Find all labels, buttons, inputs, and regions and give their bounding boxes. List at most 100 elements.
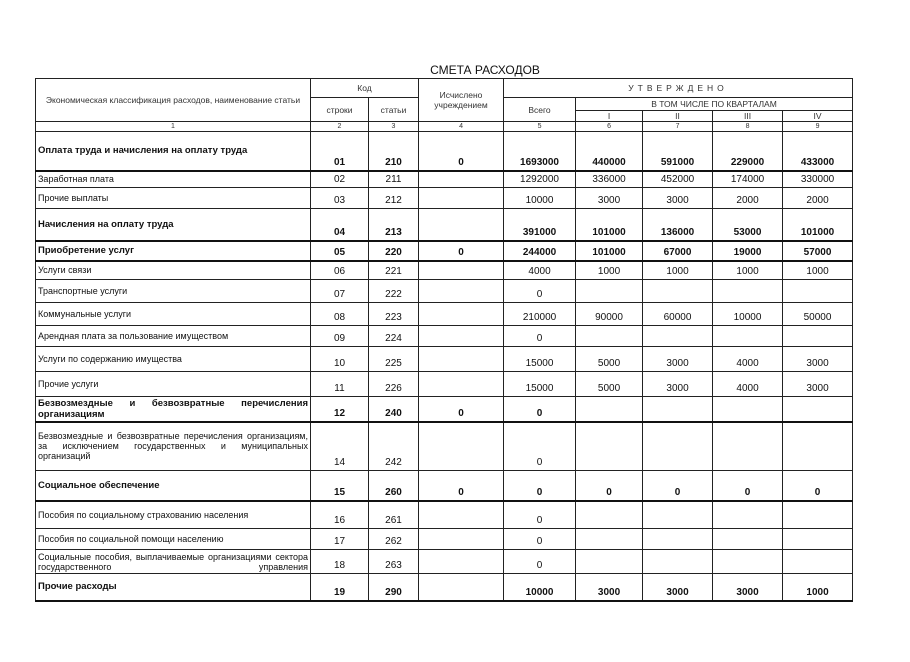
row-article-code: 223 (367, 302, 420, 326)
row-q2: 136000 (642, 208, 714, 242)
row-q1: 336000 (575, 170, 644, 188)
row-q3 (712, 421, 784, 471)
table-row: Безвозмездные и безвозвратные перечислен… (35, 396, 854, 423)
row-q2 (642, 325, 714, 347)
column-number: 6 (575, 121, 644, 132)
table-row: Приобретение услуг 05 220 0 244000 101000 6700… (35, 240, 854, 262)
row-name: Безвозмездные и безвозвратные перечислен… (35, 396, 311, 423)
row-name: Приобретение услуг (35, 240, 311, 262)
table-row: Услуги по содержанию имущества 10 225 15000… (35, 346, 854, 372)
row-article-code: 260 (367, 470, 420, 502)
row-total: 0 (503, 396, 577, 423)
row-q3: 1000 (712, 260, 784, 280)
table-row: Пособия по социальному страхованию насел… (35, 500, 854, 529)
row-line-code: 14 (310, 421, 369, 471)
row-total: 0 (503, 500, 577, 529)
row-calculated (418, 421, 505, 471)
row-q1: 1000 (575, 260, 644, 280)
header-total: Всего (503, 97, 577, 122)
row-q3 (712, 549, 784, 574)
row-article-code: 240 (367, 396, 420, 423)
row-total: 1693000 (503, 131, 577, 172)
row-q3: 10000 (712, 302, 784, 326)
row-line-code: 01 (310, 131, 369, 172)
row-calculated (418, 279, 505, 303)
row-name: Социальное обеспечение (35, 470, 311, 502)
row-q3 (712, 396, 784, 423)
expense-estimate-table: Экономическая классификация расходов, на… (35, 78, 854, 602)
row-article-code: 213 (367, 208, 420, 242)
row-total: 15000 (503, 371, 577, 397)
column-number: 8 (712, 121, 784, 132)
row-total: 0 (503, 279, 577, 303)
row-line-code: 09 (310, 325, 369, 347)
row-q2 (642, 528, 714, 550)
row-article-code: 242 (367, 421, 420, 471)
row-calculated (418, 528, 505, 550)
row-total: 0 (503, 549, 577, 574)
header-article: статьи (367, 97, 420, 122)
row-q2: 3000 (642, 346, 714, 372)
row-q2 (642, 396, 714, 423)
row-article-code: 224 (367, 325, 420, 347)
row-calculated: 0 (418, 131, 505, 172)
row-line-code: 11 (310, 371, 369, 397)
row-q1 (575, 500, 644, 529)
row-total: 244000 (503, 240, 577, 262)
row-q4: 3000 (782, 371, 854, 397)
header-row-code: строки (310, 97, 369, 122)
row-q4: 50000 (782, 302, 854, 326)
row-name: Пособия по социальной помощи населению (35, 528, 311, 550)
row-q3: 19000 (712, 240, 784, 262)
row-article-code: 263 (367, 549, 420, 574)
row-total: 10000 (503, 187, 577, 209)
row-line-code: 06 (310, 260, 369, 280)
row-line-code: 17 (310, 528, 369, 550)
row-article-code: 221 (367, 260, 420, 280)
row-name: Пособия по социальному страхованию насел… (35, 500, 311, 529)
row-total: 210000 (503, 302, 577, 326)
row-q1: 5000 (575, 346, 644, 372)
column-number: 4 (418, 121, 505, 132)
row-article-code: 210 (367, 131, 420, 172)
row-q4: 2000 (782, 187, 854, 209)
row-q2 (642, 421, 714, 471)
row-q4: 3000 (782, 346, 854, 372)
row-line-code: 04 (310, 208, 369, 242)
row-q4: 1000 (782, 260, 854, 280)
row-name: Коммунальные услуги (35, 302, 311, 326)
row-name: Безвозмездные и безвозвратные перечислен… (35, 421, 311, 471)
row-calculated (418, 500, 505, 529)
row-article-code: 261 (367, 500, 420, 529)
row-q1 (575, 325, 644, 347)
row-calculated (418, 208, 505, 242)
table-row: Социальные пособия, выплачиваемые органи… (35, 549, 854, 574)
row-article-code: 220 (367, 240, 420, 262)
row-q4 (782, 549, 854, 574)
column-number: 7 (642, 121, 714, 132)
row-total: 391000 (503, 208, 577, 242)
row-line-code: 19 (310, 573, 369, 602)
row-q4 (782, 396, 854, 423)
header-quarter: IV (782, 110, 854, 122)
table-row: Прочие услуги 11 226 15000 5000 3000 4000 3000 (35, 371, 854, 397)
column-number: 1 (35, 121, 311, 132)
table-row: Коммунальные услуги 08 223 210000 90000 60000… (35, 302, 854, 326)
row-calculated: 0 (418, 396, 505, 423)
row-calculated (418, 302, 505, 326)
row-q2: 1000 (642, 260, 714, 280)
row-q2 (642, 500, 714, 529)
row-line-code: 02 (310, 170, 369, 188)
row-calculated (418, 346, 505, 372)
row-q4: 101000 (782, 208, 854, 242)
table-row: Начисления на оплату труда 04 213 391000 101… (35, 208, 854, 242)
row-q2: 60000 (642, 302, 714, 326)
table-row: Безвозмездные и безвозвратные перечислен… (35, 421, 854, 471)
row-calculated (418, 187, 505, 209)
row-calculated: 0 (418, 240, 505, 262)
row-name: Транспортные услуги (35, 279, 311, 303)
row-q1: 0 (575, 470, 644, 502)
row-q1: 440000 (575, 131, 644, 172)
row-q1 (575, 421, 644, 471)
row-q1: 5000 (575, 371, 644, 397)
